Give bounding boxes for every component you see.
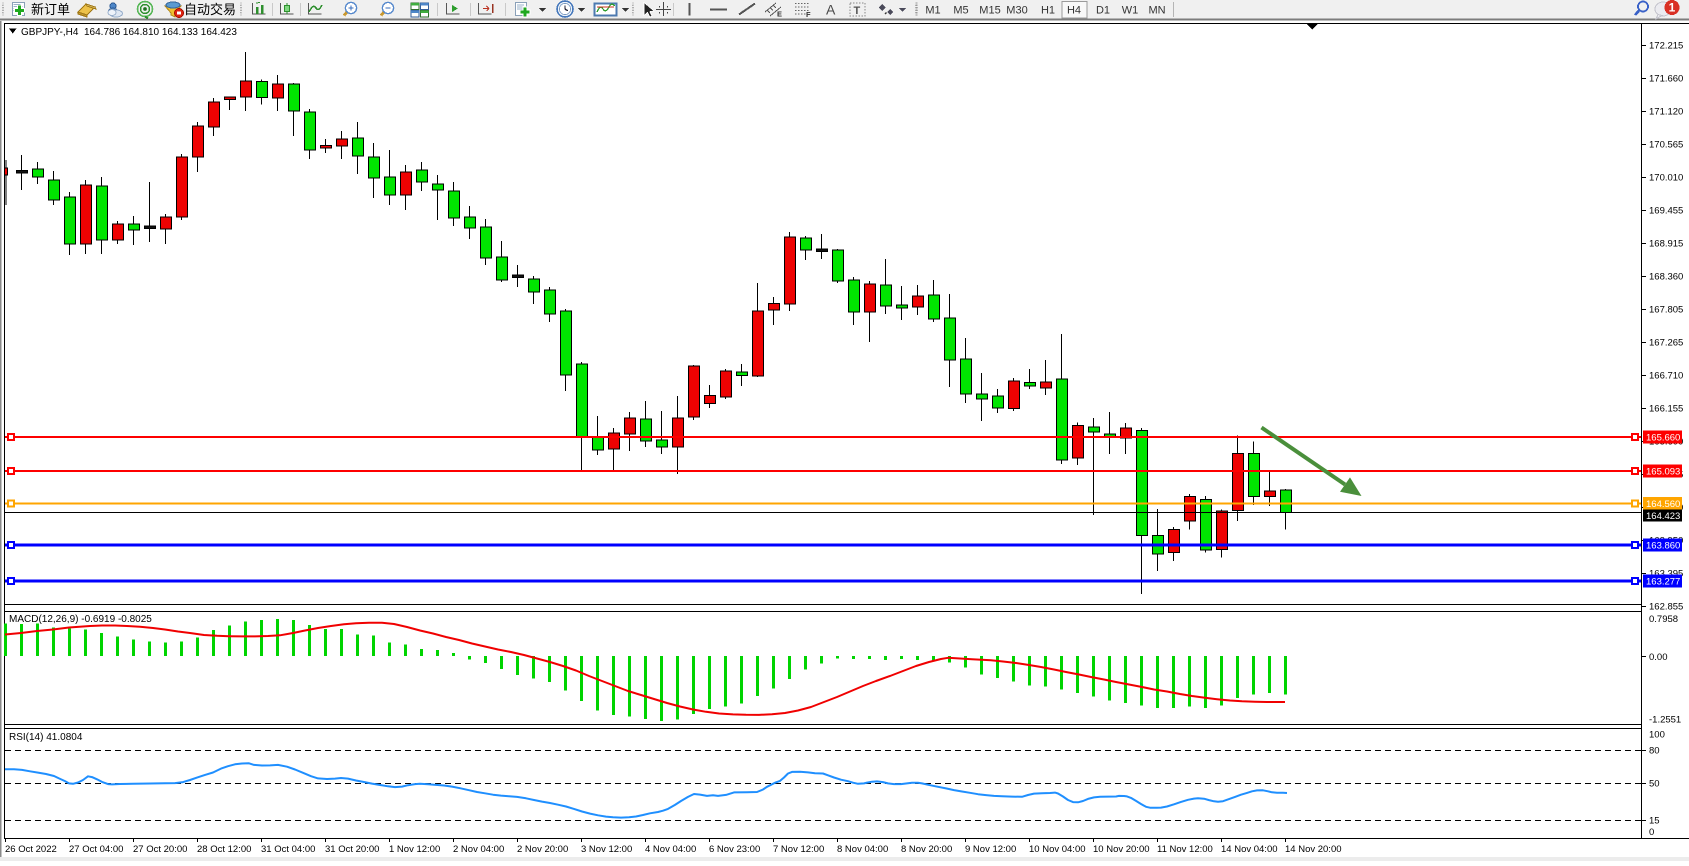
svg-text:164.423: 164.423 xyxy=(1646,511,1680,522)
svg-text:9 Nov 12:00: 9 Nov 12:00 xyxy=(965,844,1016,855)
svg-text:31 Oct 20:00: 31 Oct 20:00 xyxy=(325,844,379,855)
svg-text:27 Oct 04:00: 27 Oct 04:00 xyxy=(69,844,123,855)
svg-text:E: E xyxy=(777,10,782,19)
svg-text:-1.2551: -1.2551 xyxy=(1649,715,1681,726)
svg-text:170.010: 170.010 xyxy=(1649,173,1683,184)
svg-text:自动交易: 自动交易 xyxy=(184,2,236,17)
svg-text:0: 0 xyxy=(1649,827,1654,838)
svg-text:80: 80 xyxy=(1649,746,1660,757)
svg-text:165.093: 165.093 xyxy=(1646,467,1680,478)
svg-text:M30: M30 xyxy=(1006,5,1027,17)
svg-text:171.120: 171.120 xyxy=(1649,107,1683,118)
svg-text:0.7958: 0.7958 xyxy=(1649,614,1678,625)
svg-text:D1: D1 xyxy=(1096,5,1110,17)
svg-text:MACD(12,26,9) -0.6919 -0.8025: MACD(12,26,9) -0.6919 -0.8025 xyxy=(9,614,152,625)
svg-text:171.660: 171.660 xyxy=(1649,74,1683,85)
svg-text:2 Nov 04:00: 2 Nov 04:00 xyxy=(453,844,504,855)
svg-text:新订单: 新订单 xyxy=(31,2,70,17)
svg-text:166.710: 166.710 xyxy=(1649,371,1683,382)
svg-text:1 Nov 12:00: 1 Nov 12:00 xyxy=(389,844,440,855)
svg-text:11 Nov 12:00: 11 Nov 12:00 xyxy=(1157,844,1213,855)
svg-text:167.805: 167.805 xyxy=(1649,305,1683,316)
svg-text:26 Oct 2022: 26 Oct 2022 xyxy=(5,844,57,855)
svg-text:8 Nov 20:00: 8 Nov 20:00 xyxy=(901,844,952,855)
svg-text:M1: M1 xyxy=(925,5,940,17)
svg-text:2 Nov 20:00: 2 Nov 20:00 xyxy=(517,844,568,855)
svg-text:4 Nov 04:00: 4 Nov 04:00 xyxy=(645,844,696,855)
svg-text:14 Nov 20:00: 14 Nov 20:00 xyxy=(1285,844,1342,855)
svg-text:0.00: 0.00 xyxy=(1649,652,1668,663)
svg-text:170.565: 170.565 xyxy=(1649,140,1683,151)
svg-text:10 Nov 04:00: 10 Nov 04:00 xyxy=(1029,844,1086,855)
svg-text:RSI(14) 41.0804: RSI(14) 41.0804 xyxy=(9,732,83,743)
svg-text:164.560: 164.560 xyxy=(1646,499,1680,510)
svg-text:7 Nov 12:00: 7 Nov 12:00 xyxy=(773,844,824,855)
svg-text:50: 50 xyxy=(1649,779,1660,790)
svg-text:27 Oct 20:00: 27 Oct 20:00 xyxy=(133,844,187,855)
svg-text:M5: M5 xyxy=(953,5,968,17)
svg-text:162.855: 162.855 xyxy=(1649,602,1683,613)
svg-text:14 Nov 04:00: 14 Nov 04:00 xyxy=(1221,844,1278,855)
svg-text:169.455: 169.455 xyxy=(1649,206,1683,217)
svg-text:6 Nov 23:00: 6 Nov 23:00 xyxy=(709,844,760,855)
svg-text:166.155: 166.155 xyxy=(1649,404,1683,415)
svg-text:MN: MN xyxy=(1148,5,1165,17)
svg-text:167.265: 167.265 xyxy=(1649,338,1683,349)
svg-text:8 Nov 04:00: 8 Nov 04:00 xyxy=(837,844,888,855)
svg-text:1: 1 xyxy=(1669,1,1676,15)
svg-text:168.360: 168.360 xyxy=(1649,272,1683,283)
svg-text:28 Oct 12:00: 28 Oct 12:00 xyxy=(197,844,251,855)
svg-text:3 Nov 12:00: 3 Nov 12:00 xyxy=(581,844,632,855)
svg-text:M15: M15 xyxy=(979,5,1000,17)
svg-text:31 Oct 04:00: 31 Oct 04:00 xyxy=(261,844,315,855)
svg-text:15: 15 xyxy=(1649,816,1660,827)
svg-text:163.277: 163.277 xyxy=(1646,577,1680,588)
svg-text:W1: W1 xyxy=(1122,5,1139,17)
svg-text:165.660: 165.660 xyxy=(1646,433,1680,444)
svg-text:H4: H4 xyxy=(1067,5,1081,17)
svg-text:GBPJPY-,H4 164.786 164.810 16: GBPJPY-,H4 164.786 164.810 164.133 164.4… xyxy=(21,27,237,38)
svg-text:10 Nov 20:00: 10 Nov 20:00 xyxy=(1093,844,1150,855)
svg-text:100: 100 xyxy=(1649,730,1665,741)
svg-text:A: A xyxy=(826,2,836,18)
svg-text:172.215: 172.215 xyxy=(1649,41,1683,52)
svg-text:F: F xyxy=(806,10,811,19)
svg-text:163.860: 163.860 xyxy=(1646,541,1680,552)
svg-text:168.915: 168.915 xyxy=(1649,239,1683,250)
svg-text:163.395: 163.395 xyxy=(1649,569,1683,580)
svg-text:H1: H1 xyxy=(1041,5,1055,17)
svg-text:T: T xyxy=(854,5,861,17)
